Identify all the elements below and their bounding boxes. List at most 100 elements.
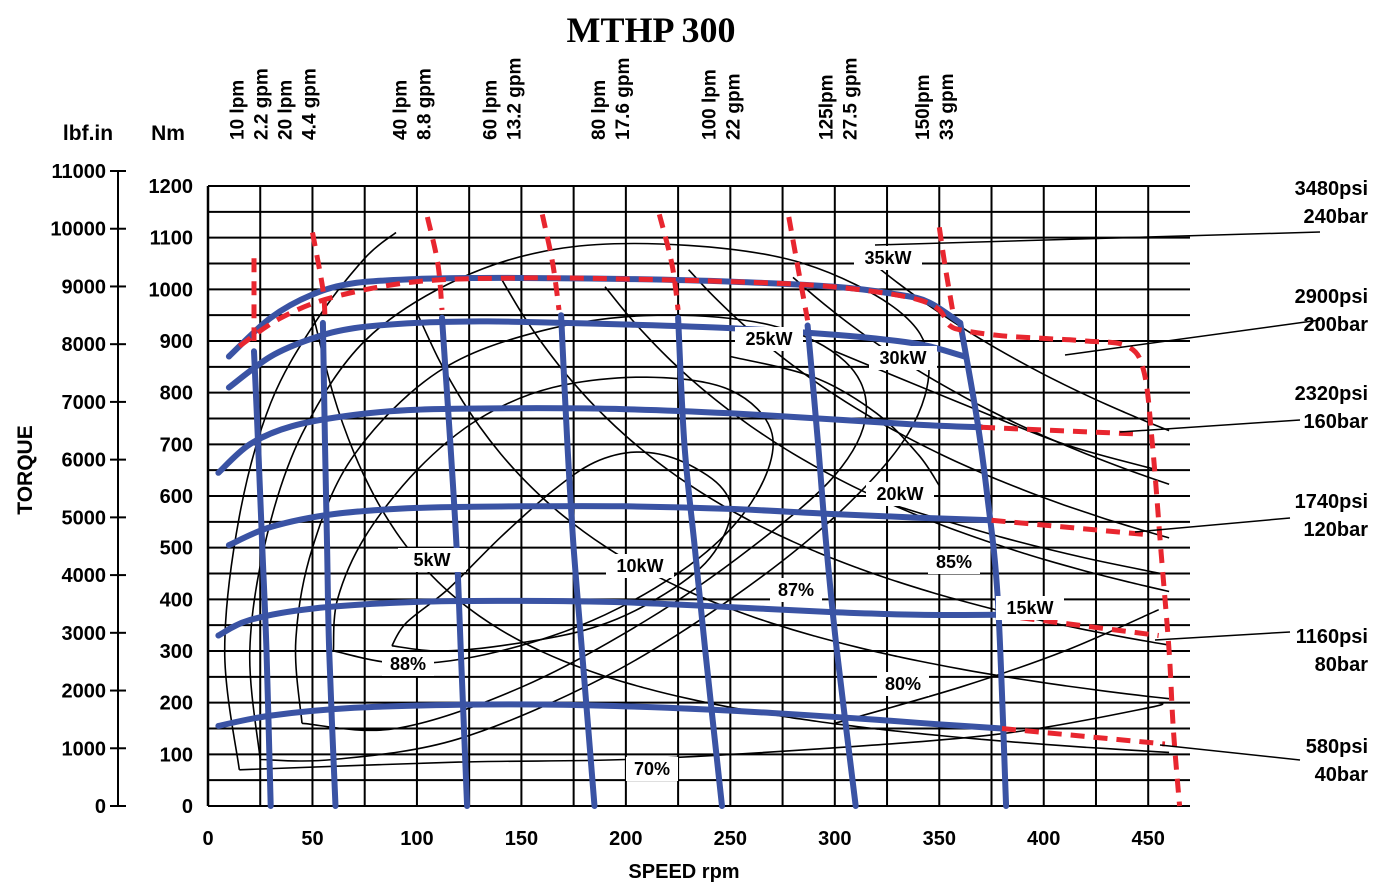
- pressure-curve: [225, 318, 968, 391]
- x-tick-label: 100: [400, 828, 433, 850]
- y-tick-label-lbfin: 10000: [50, 219, 106, 241]
- efficiency-contour-87: [332, 376, 774, 665]
- efficiency-label-bg: [626, 757, 678, 781]
- power-label-bg: [398, 548, 466, 572]
- pressure-label-bar: 40bar: [1315, 764, 1369, 786]
- efficiency-power-contours: [223, 231, 1170, 771]
- x-tick-label: 200: [609, 828, 642, 850]
- efficiency-contour-70-left: [223, 231, 397, 770]
- efficiency-label-bg: [877, 672, 929, 696]
- y-tick-label-lbfin: 3000: [62, 623, 107, 645]
- power-label: 10kW: [616, 556, 663, 576]
- pressure-label-psi: 3480psi: [1295, 178, 1368, 200]
- flow-curve: [439, 314, 471, 809]
- flow-label-lpm: 100 lpm: [700, 69, 721, 140]
- x-tick-label: 350: [923, 828, 956, 850]
- y-tick-label-nm: 500: [160, 538, 193, 560]
- flow-label-lpm: 125lpm: [817, 75, 838, 140]
- y-tick-label-lbfin: 5000: [62, 507, 107, 529]
- y-tick-label-nm: 1000: [149, 279, 194, 301]
- flow-label-gpm: 22 gpm: [724, 73, 745, 140]
- power-label-bg: [854, 246, 922, 270]
- max-flow-limit: [539, 213, 562, 311]
- pressure-curve: [215, 405, 985, 476]
- max-flow-limit: [424, 216, 445, 311]
- power-label: 20kW: [876, 484, 923, 504]
- y-tick-label-lbfin: 7000: [62, 392, 107, 414]
- pressure-label-leader: [874, 231, 1321, 246]
- x-tick-label: 450: [1132, 828, 1165, 850]
- pressure-limit-extension: [1001, 726, 1166, 747]
- chart-title: MTHP 300: [567, 10, 736, 50]
- y-tick-label-nm: 400: [160, 589, 193, 611]
- y-unit-nm: Nm: [151, 122, 185, 145]
- efficiency-label: 88%: [390, 654, 426, 674]
- flow-label-gpm: 17.6 gpm: [613, 58, 634, 140]
- y-tick-label-lbfin: 9000: [62, 276, 107, 298]
- pressure-label-leader: [1159, 744, 1301, 761]
- y-tick-label-nm: 0: [182, 796, 193, 818]
- efficiency-label-bg: [928, 550, 980, 574]
- flow-label-lpm: 10 lpm: [228, 80, 249, 140]
- max-flow-limit: [310, 232, 328, 321]
- x-tick-label: 0: [202, 828, 213, 850]
- pressure-curve: [215, 701, 1005, 732]
- pressure-label-psi: 2900psi: [1295, 286, 1368, 308]
- power-label-bg: [606, 554, 674, 578]
- pressure-label-bar: 120bar: [1304, 519, 1369, 541]
- efficiency-label-bg: [770, 578, 822, 602]
- power-label: 35kW: [864, 248, 911, 268]
- flow-curve: [675, 314, 725, 809]
- pressure-label-leader: [1119, 419, 1301, 433]
- power-curve-5kw: [311, 312, 1170, 754]
- flow-label-lpm: 60 lpm: [480, 80, 501, 140]
- flow-label-gpm: 33 gpm: [937, 73, 958, 140]
- efficiency-contour-80-upper: [730, 355, 940, 487]
- y-tick-label-nm: 100: [160, 744, 193, 766]
- pressure-limit-extension: [980, 424, 1138, 437]
- max-limit-curve: [237, 275, 1183, 807]
- efficiency-label: 80%: [885, 674, 921, 694]
- power-label-bg: [735, 327, 803, 351]
- power-label: 25kW: [745, 329, 792, 349]
- power-label: 15kW: [1006, 598, 1053, 618]
- efficiency-label-bg: [382, 652, 434, 676]
- x-tick-label: 300: [818, 828, 851, 850]
- flow-label-gpm: 27.5 gpm: [841, 58, 862, 140]
- pressure-label-psi: 1160psi: [1296, 626, 1368, 648]
- x-tick-label: 250: [714, 828, 747, 850]
- y-tick-label-nm: 1100: [150, 228, 193, 250]
- y-tick-label-lbfin: 8000: [62, 334, 107, 356]
- flow-curve: [957, 319, 1010, 809]
- power-label-bg: [866, 482, 934, 506]
- x-tick-label: 400: [1027, 828, 1060, 850]
- x-axis-title: SPEED rpm: [628, 861, 739, 883]
- y-tick-label-nm: 700: [160, 434, 193, 456]
- efficiency-label: 87%: [778, 580, 814, 600]
- pressure-curve: [215, 597, 1001, 639]
- y-tick-label-nm: 300: [160, 641, 193, 663]
- y-tick-label-lbfin: 0: [95, 796, 106, 818]
- efficiency-contour-70-bottom: [239, 701, 1164, 771]
- flow-label-lpm: 40 lpm: [390, 80, 411, 140]
- flow-label-lpm: 20 lpm: [276, 80, 297, 140]
- pressure-label-leader: [1064, 319, 1321, 356]
- y-tick-label-nm: 1200: [149, 176, 194, 198]
- flow-curves: [251, 312, 1010, 809]
- x-tick-label: 150: [505, 828, 538, 850]
- pressure-label-leader: [1134, 517, 1291, 533]
- y-axis-title: TORQUE: [14, 425, 37, 514]
- efficiency-contour-right-1: [834, 350, 1159, 471]
- pressure-label-leader: [1154, 631, 1291, 641]
- y-unit-lbfin: lbf.in: [63, 122, 113, 145]
- power-label-bg: [996, 596, 1064, 620]
- y-tick-label-lbfin: 6000: [62, 450, 107, 472]
- pressure-label-bar: 240bar: [1304, 206, 1369, 228]
- chart-labels: 10 lpm 2.2 gpm 20 lpm 4.4 gpm 40 lpm 8.8 gpm 6…: [228, 58, 1369, 786]
- power-curve-30kw: [792, 276, 1170, 485]
- max-flow-limit: [786, 216, 811, 321]
- limit-curves: [237, 213, 1183, 807]
- pressure-label-bar: 80bar: [1315, 654, 1369, 676]
- pressure-label-bar: 160bar: [1304, 411, 1369, 433]
